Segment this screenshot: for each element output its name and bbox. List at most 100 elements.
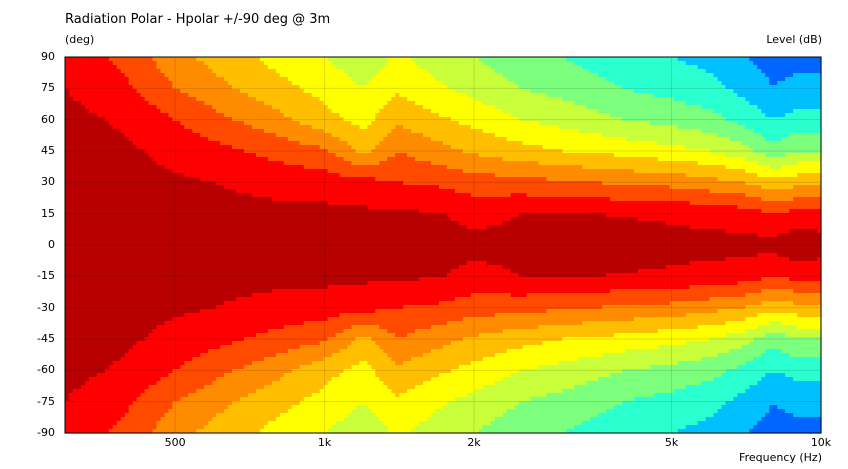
heatmap-cell — [112, 197, 118, 202]
heatmap-cell — [65, 73, 70, 78]
heatmap-cell — [65, 249, 70, 254]
heatmap-cell — [224, 81, 229, 86]
heatmap-cell — [224, 177, 229, 182]
heatmap-cell — [184, 165, 189, 170]
heatmap-cell — [168, 417, 174, 422]
heatmap-cell — [136, 413, 142, 418]
heatmap-cell — [65, 125, 70, 130]
heatmap-cell — [263, 277, 269, 282]
heatmap-cell — [152, 421, 158, 426]
heatmap-cell — [128, 249, 134, 254]
heatmap-cell — [68, 101, 74, 106]
heatmap-cell — [144, 381, 150, 386]
heatmap-cell — [252, 101, 257, 106]
heatmap-cell — [180, 173, 185, 178]
heatmap-cell — [88, 201, 94, 206]
heatmap-cell — [120, 197, 126, 202]
heatmap-cell — [148, 245, 154, 250]
heatmap-cell — [152, 265, 158, 270]
heatmap-cell — [180, 85, 185, 90]
heatmap-cell — [108, 177, 114, 182]
heatmap-cell — [224, 401, 229, 406]
heatmap-cell — [248, 153, 253, 158]
heatmap-cell — [188, 145, 193, 150]
heatmap-cell — [72, 189, 78, 194]
heatmap-cell — [84, 429, 90, 434]
heatmap-cell — [80, 405, 86, 410]
heatmap-cell — [176, 257, 181, 262]
heatmap-cell — [180, 89, 185, 94]
heatmap-cell — [136, 117, 142, 122]
heatmap-cell — [208, 421, 213, 426]
heatmap-cell — [84, 161, 90, 166]
heatmap-cell — [188, 269, 193, 274]
heatmap-cell — [84, 105, 90, 110]
heatmap-cell — [248, 137, 253, 142]
heatmap-cell — [72, 201, 78, 206]
heatmap-cell — [267, 401, 273, 406]
heatmap-cell — [76, 345, 82, 350]
heatmap-cell — [180, 205, 185, 210]
heatmap-cell — [80, 365, 86, 370]
heatmap-cell — [104, 213, 110, 218]
heatmap-cell — [196, 85, 201, 90]
heatmap-cell — [160, 209, 166, 214]
heatmap-cell — [88, 293, 94, 298]
heatmap-cell — [172, 185, 178, 190]
heatmap-cell — [92, 177, 98, 182]
heatmap-cell — [204, 93, 209, 98]
heatmap-cell — [88, 61, 94, 66]
heatmap-cell — [184, 85, 189, 90]
heatmap-cell — [240, 425, 245, 430]
heatmap-cell — [208, 341, 213, 346]
heatmap-cell — [116, 273, 122, 278]
heatmap-cell — [228, 77, 233, 82]
heatmap-cell — [112, 265, 118, 270]
heatmap-cell — [144, 137, 150, 142]
heatmap-cell — [124, 77, 130, 82]
heatmap-cell — [263, 405, 269, 410]
heatmap-cell — [104, 225, 110, 230]
heatmap-cell — [224, 261, 229, 266]
heatmap-cell — [168, 385, 174, 390]
heatmap-cell — [164, 153, 170, 158]
heatmap-cell — [248, 85, 253, 90]
heatmap-cell — [72, 177, 78, 182]
heatmap-cell — [68, 365, 74, 370]
heatmap-cell — [232, 345, 237, 350]
heatmap-cell — [180, 213, 185, 218]
heatmap-cell — [88, 93, 94, 98]
heatmap-cell — [136, 213, 142, 218]
heatmap-cell — [144, 365, 150, 370]
heatmap-cell — [172, 85, 178, 90]
heatmap-cell — [88, 129, 94, 134]
heatmap-cell — [263, 249, 269, 254]
heatmap-cell — [140, 213, 146, 218]
heatmap-cell — [271, 161, 277, 166]
heatmap-cell — [68, 173, 74, 178]
heatmap-cell — [236, 289, 241, 294]
heatmap-cell — [84, 273, 90, 278]
heatmap-cell — [72, 185, 78, 190]
heatmap-cell — [108, 277, 114, 282]
heatmap-cell — [108, 225, 114, 230]
heatmap-cell — [116, 193, 122, 198]
heatmap-cell — [164, 421, 170, 426]
heatmap-cell — [168, 141, 174, 146]
heatmap-cell — [124, 209, 130, 214]
heatmap-cell — [140, 93, 146, 98]
heatmap-cell — [112, 209, 118, 214]
heatmap-cell — [224, 141, 229, 146]
heatmap-cell — [144, 173, 150, 178]
heatmap-cell — [92, 121, 98, 126]
heatmap-cell — [72, 253, 78, 258]
heatmap-cell — [176, 401, 181, 406]
heatmap-cell — [136, 129, 142, 134]
heatmap-cell — [104, 257, 110, 262]
heatmap-cell — [84, 81, 90, 86]
heatmap-cell — [88, 329, 94, 334]
heatmap-cell — [196, 401, 201, 406]
heatmap-cell — [168, 189, 174, 194]
heatmap-cell — [180, 185, 185, 190]
